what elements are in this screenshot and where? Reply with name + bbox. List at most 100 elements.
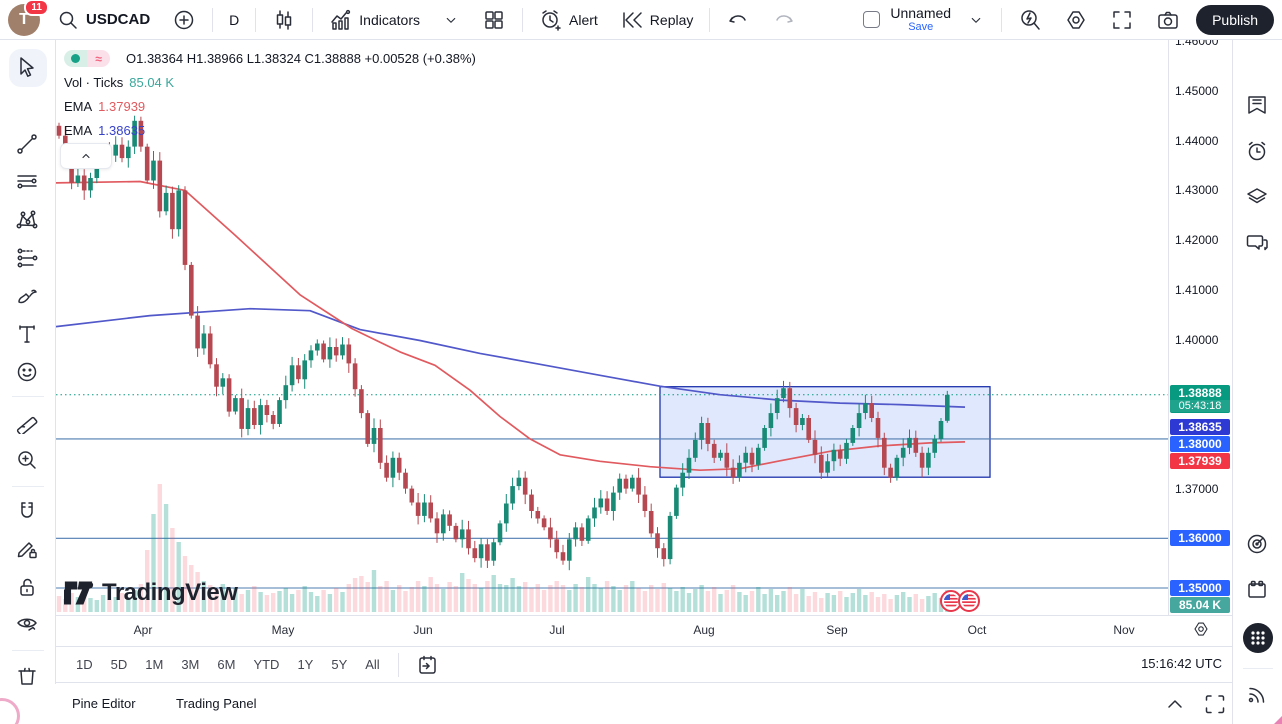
projection-tool-button[interactable] [15,246,41,272]
layers-icon [1247,188,1267,204]
ohlc-values: O1.38364 H1.38966 L1.38324 C1.38888 +0.0… [126,51,476,66]
panel-collapse-button[interactable] [1163,692,1189,718]
price-axis-label: 1.45000 [1175,84,1219,98]
layout-dropdown-arrow[interactable] [961,7,991,33]
ema-fast-legend[interactable]: EMA 1.37939 [64,99,145,114]
apps-menu-button[interactable] [1243,623,1273,653]
magnet-mode-button[interactable] [15,499,41,525]
chart-style-button[interactable] [266,4,302,36]
axis-settings-button[interactable] [1192,620,1218,646]
top-toolbar: T 11 USDCAD D Indicators [0,0,1282,40]
replay-button[interactable]: Replay [614,4,700,36]
corner-widget[interactable] [0,698,20,724]
candlestick-style-icon [277,9,292,30]
cursor-tool-button[interactable] [9,49,47,87]
go-to-date-button[interactable] [409,649,445,681]
alerts-panel-button[interactable] [1245,139,1271,165]
user-avatar[interactable]: T 11 [8,0,49,36]
measure-tool-button[interactable] [15,410,41,436]
range-button-5d[interactable]: 5D [110,657,128,672]
brush-tool-button[interactable] [15,284,41,310]
time-axis[interactable]: Apr May Jun Jul Aug Sep Oct Nov [56,615,1232,646]
text-tool-button[interactable] [15,322,41,348]
trend-line-tool-button[interactable] [15,132,41,158]
trash-icon [18,667,36,685]
undo-button[interactable] [720,4,756,36]
indicators-button[interactable]: Indicators [323,4,426,36]
publish-label: Publish [1212,11,1258,28]
remove-drawings-button[interactable] [15,664,41,690]
economic-calendar-button[interactable] [1245,578,1271,604]
ema-label: EMA [64,123,93,138]
range-button-1m[interactable]: 1M [145,657,164,672]
dots-grid-icon [1251,631,1265,645]
target-icon [1247,534,1267,554]
object-tree-button[interactable] [1245,185,1271,211]
price-line-badge: 1.35000 [1170,580,1230,596]
interval-button[interactable]: D [223,8,245,32]
ema-label: EMA [64,99,93,114]
symbol-search-button[interactable]: USDCAD [50,4,156,36]
publish-button[interactable]: Publish [1196,4,1274,35]
tab-pine-editor[interactable]: Pine Editor [72,696,136,711]
fullscreen-button[interactable] [1104,4,1140,36]
range-button-1y[interactable]: 1Y [297,657,314,672]
range-button-all[interactable]: All [365,657,380,672]
time-axis-month-label: Apr [133,623,153,637]
indicators-icon [331,9,351,30]
range-button-6m[interactable]: 6M [217,657,236,672]
zoom-in-tool-button[interactable] [15,448,41,474]
streams-button[interactable] [1245,682,1271,708]
quick-search-button[interactable] [1012,4,1048,36]
ema-slow-legend[interactable]: EMA 1.38635 [64,123,145,138]
watermark-text: TradingView [102,579,238,606]
indicators-dropdown-arrow[interactable] [436,7,466,33]
range-button-5y[interactable]: 5Y [331,657,348,672]
legend-collapse-button[interactable] [60,143,112,169]
timezone-clock[interactable]: 15:16:42 UTC [1141,656,1222,671]
snapshot-button[interactable] [1150,4,1186,36]
price-axis[interactable]: 1.46000 1.45000 1.44000 1.43000 1.42000 1.410… [1168,34,1232,615]
toolbar-divider [12,650,44,651]
ideas-stream-button[interactable] [1245,532,1271,558]
layout-grid-button[interactable] [476,4,512,36]
volume-label: Vol · Ticks [64,75,124,90]
alert-clock-icon [542,9,561,31]
tab-trading-panel[interactable]: Trading Panel [176,696,257,711]
hide-drawings-button[interactable] [15,612,41,638]
lock-icon [20,578,34,596]
chevron-up-icon [1168,700,1182,708]
pattern-tool-button[interactable] [15,208,41,234]
broadcast-icon [1248,687,1265,703]
chat-button[interactable] [1245,231,1271,257]
volume-legend[interactable]: Vol · Ticks 85.04 K [64,75,174,90]
lock-drawings-button[interactable] [15,575,41,601]
market-open-dot-icon [71,54,80,63]
watchlist-button[interactable] [1245,93,1271,119]
range-button-3m[interactable]: 3M [181,657,200,672]
symbol-legend[interactable]: ≈ O1.38364 H1.38966 L1.38324 C1.38888 +0… [64,50,476,67]
panel-maximize-button[interactable] [1203,692,1229,718]
pencil-lock-icon [17,542,37,559]
divider [397,652,399,677]
range-button-1d[interactable]: 1D [76,657,93,672]
compare-add-button[interactable] [166,4,202,36]
drawing-mode-button[interactable] [15,537,41,563]
layout-checkbox[interactable] [863,11,881,28]
eye-icon [17,618,37,631]
fib-lines-icon [17,175,37,189]
market-status-pill[interactable]: ≈ [64,50,110,67]
time-axis-month-label: Aug [693,623,715,637]
save-link[interactable]: Save [908,21,934,34]
fib-retracement-tool-button[interactable] [15,170,41,196]
maximize-icon [1205,695,1225,714]
calendar-icon [1248,580,1266,598]
layout-name-button[interactable]: Unnamed Save [890,5,951,34]
settings-button[interactable] [1058,4,1094,36]
range-button-ytd[interactable]: YTD [253,657,280,672]
alert-button[interactable]: Alert [533,4,604,36]
time-axis-month-label: Nov [1113,623,1135,637]
emoji-tool-button[interactable] [15,360,41,386]
redo-button[interactable] [766,4,802,36]
